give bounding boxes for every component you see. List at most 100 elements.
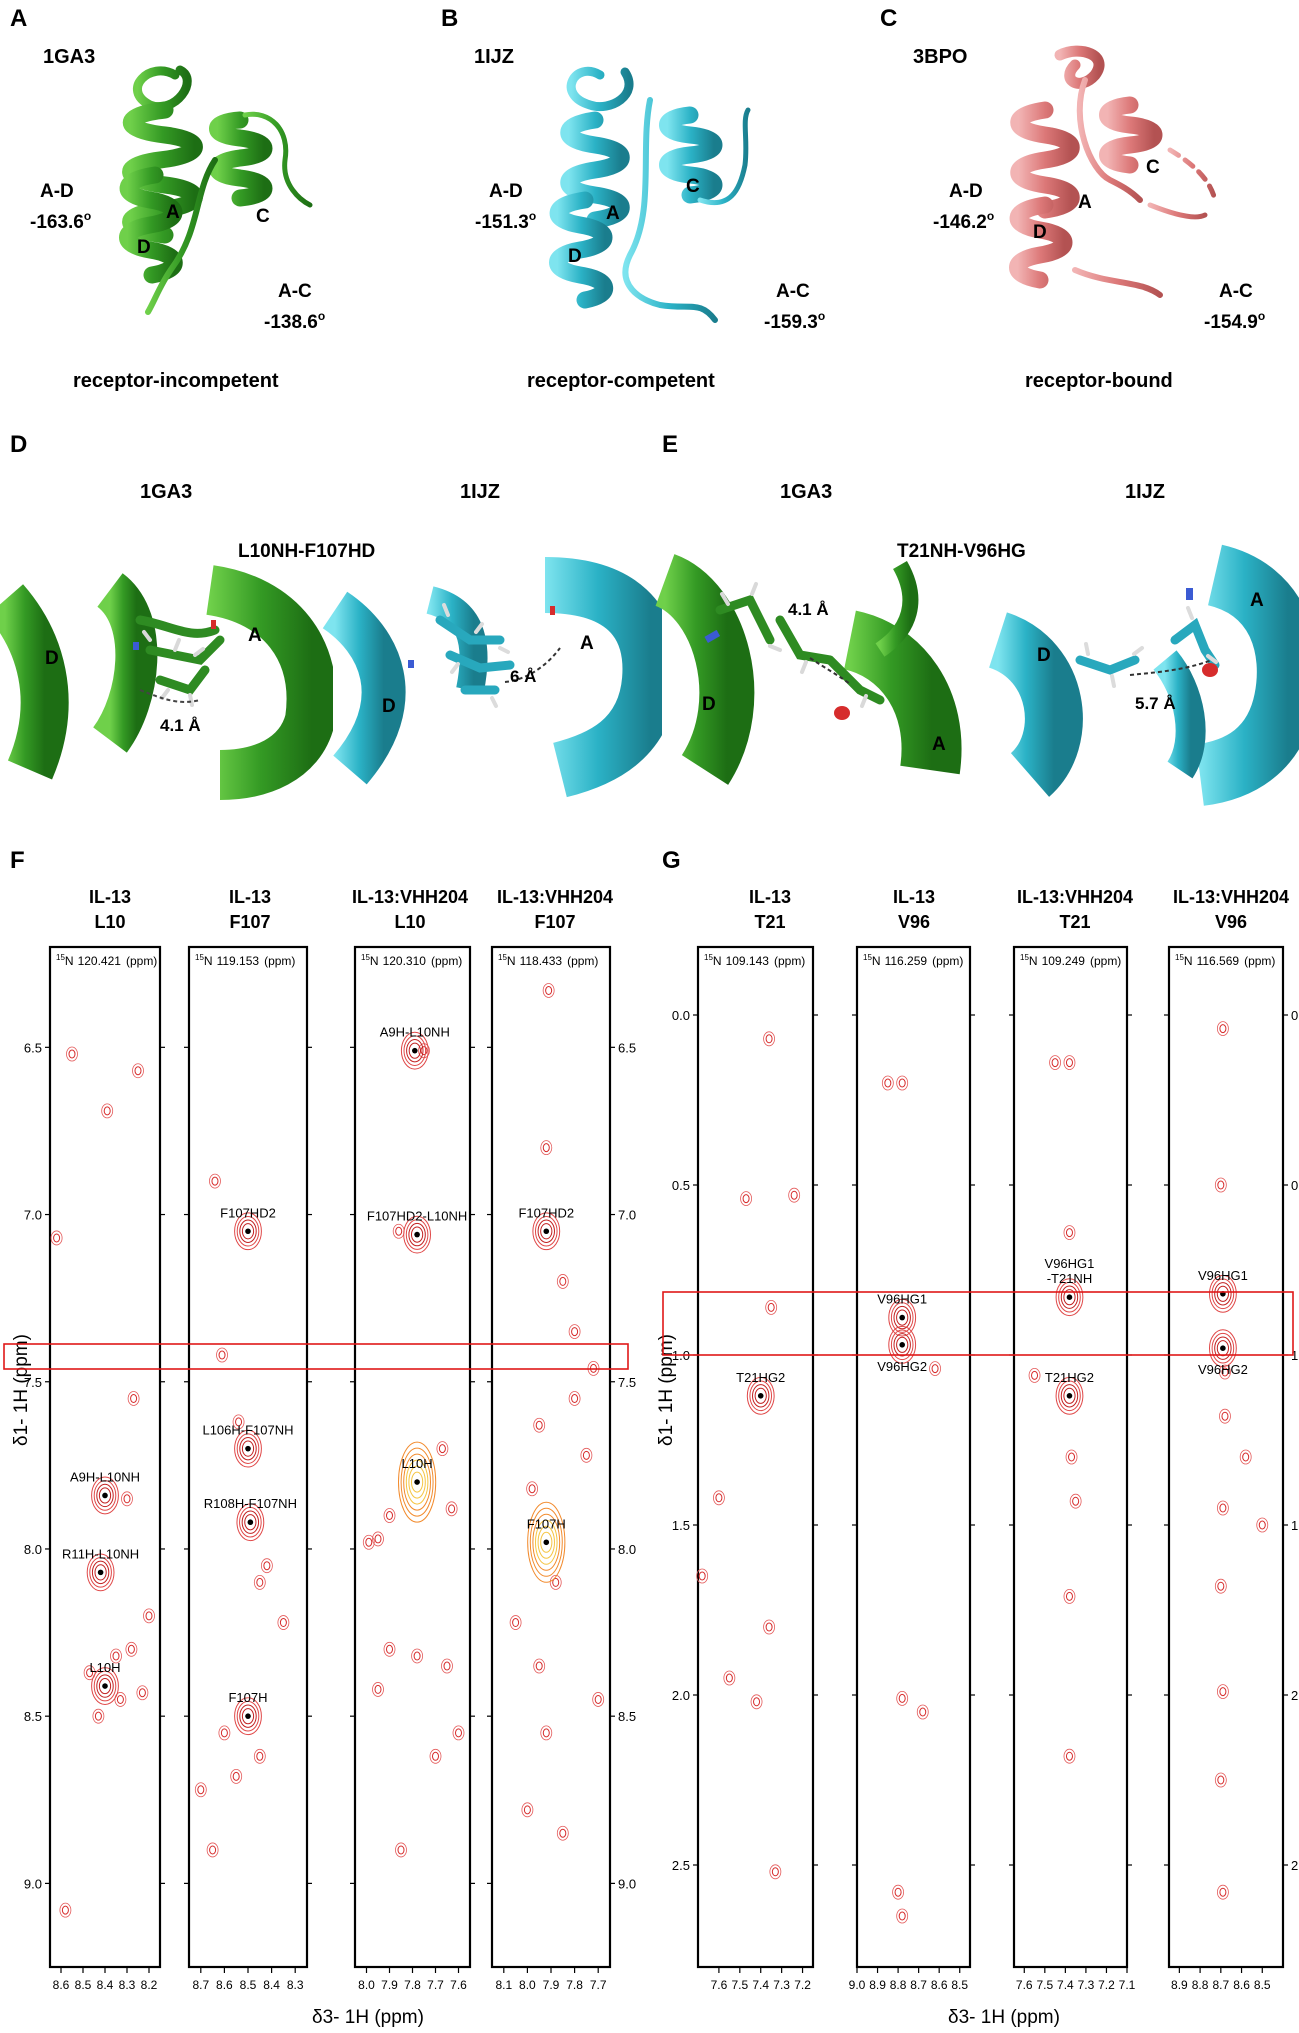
contour-peak — [1063, 1055, 1076, 1070]
contour-peak — [236, 1503, 265, 1542]
distance-label-1ijz: 6 Å — [510, 667, 536, 686]
contour-peak — [556, 1825, 569, 1841]
contour-peak — [218, 1725, 231, 1741]
closeup-image-1ijz-d — [322, 557, 679, 798]
contour-peak — [1219, 1887, 1227, 1897]
contour-peak — [540, 1140, 553, 1156]
contour-peak — [218, 1350, 226, 1360]
n15-plane-label: 15N 119.153 (ppm) — [195, 953, 295, 968]
structure-label-right: 1IJZ — [1125, 481, 1165, 503]
x-tick-label: 7.2 — [1098, 1978, 1115, 1992]
contour-peak — [1239, 1449, 1252, 1465]
x-tick-label: 7.3 — [773, 1978, 790, 1992]
x-tick-label: 8.8 — [890, 1978, 907, 1992]
protein-ribbon-1ga3 — [119, 65, 313, 315]
contour-peak — [1065, 1751, 1073, 1761]
contour-peak — [1216, 1500, 1229, 1516]
contour-peak — [445, 1501, 458, 1517]
strip-frame — [187, 945, 309, 1969]
angle-value-ad: -146.2o — [933, 209, 994, 233]
contour-peak — [234, 1212, 262, 1251]
angle-label-ad: A-D — [949, 181, 983, 202]
helix-label-a: A — [580, 633, 594, 654]
contour-peak — [96, 1674, 114, 1698]
contour-peak — [512, 1618, 520, 1628]
angle-value-ad: -163.6o — [30, 209, 91, 233]
peak-assignment-label: R108H-F107NH — [204, 1496, 297, 1511]
helix-label-d: D — [45, 648, 59, 669]
panel-label-g: G — [662, 847, 681, 874]
contour-peak — [1063, 1225, 1076, 1240]
contour-peak — [765, 1300, 778, 1315]
contour-peak — [125, 1641, 138, 1657]
x-tick-label: 7.6 — [450, 1978, 467, 1992]
contour-peak — [239, 1436, 257, 1461]
contour-peak — [413, 1651, 421, 1661]
contour-peak — [66, 1046, 78, 1062]
contour-peak — [896, 1908, 909, 1924]
peak-assignment-label: F107H — [527, 1516, 566, 1531]
x-axis-label-g: δ3- 1H (ppm) — [948, 2007, 1060, 2028]
helix-label-a: A — [932, 734, 946, 755]
contour-peak — [365, 1537, 373, 1547]
angle-value-ac: -138.6o — [264, 309, 325, 333]
distance-label-1ga3: 4.1 Å — [788, 600, 829, 619]
contour-peak — [571, 1327, 579, 1337]
x-tick-label: 8.5 — [75, 1978, 92, 1992]
x-tick-label: 7.5 — [731, 1978, 748, 1992]
y-tick-label: 8.0 — [618, 1542, 636, 1557]
n15-plane-label: 15N 120.310 (ppm) — [361, 953, 462, 968]
contour-peak — [549, 1575, 562, 1590]
strip-frame — [490, 945, 612, 1969]
x-tick-label: 8.3 — [119, 1978, 136, 1992]
helix-label-a: A — [248, 625, 262, 646]
x-tick-label: 7.4 — [752, 1978, 769, 1992]
x-tick-label: 7.6 — [711, 1978, 728, 1992]
contour-peak — [592, 1692, 605, 1707]
strip-header-sample: IL-13:VHH204 — [1017, 887, 1133, 907]
contour-peak — [241, 1708, 255, 1725]
contour-peak — [232, 1414, 245, 1430]
x-tick-label: 7.8 — [566, 1978, 583, 1992]
x-tick-label: 8.8 — [1192, 1978, 1209, 1992]
peak-assignment-label: L10H — [402, 1456, 433, 1471]
contour-peak — [253, 1748, 266, 1764]
strip-header-residue: T21 — [754, 912, 785, 932]
contour-peak — [890, 1302, 914, 1333]
contour-peak — [438, 1444, 446, 1454]
contour-peak — [919, 1707, 927, 1717]
contour-peak — [1051, 1058, 1059, 1068]
contour-peak — [888, 1325, 917, 1364]
peak-assignment-label: F107H — [228, 1690, 267, 1705]
strip-header-sample: IL-13 — [749, 887, 791, 907]
contour-peak — [542, 983, 555, 998]
strip-header-sample: IL-13 — [893, 887, 935, 907]
contour-peak — [395, 1226, 403, 1236]
contour-peak — [408, 1465, 426, 1499]
x-tick-label: 8.4 — [263, 1978, 280, 1992]
contour-peak — [896, 1336, 909, 1353]
contour-peak — [898, 1078, 906, 1088]
contour-peak — [881, 1075, 894, 1091]
contour-peak — [53, 1233, 61, 1243]
contour-peak — [696, 1568, 709, 1584]
contour-peak — [432, 1751, 439, 1761]
panel-d: D 1GA3 1IJZ L10NH-F107HD D A 4.1 Å D — [0, 431, 679, 800]
helix-label-d: D — [382, 696, 396, 717]
receptor-state-label: receptor-incompetent — [73, 370, 279, 392]
angle-label-ad: A-D — [40, 181, 74, 202]
contour-peak — [552, 1577, 560, 1587]
nmr-strip: IL-13:VHH204 T21 15N 109.249 (ppm) 7.6 7.5 7.4 7… — [1009, 887, 1136, 1992]
contour-peak — [725, 1673, 733, 1683]
y-tick-label: 2.5 — [672, 1858, 690, 1873]
contour-peak — [93, 1670, 117, 1702]
contour-peak — [742, 1194, 750, 1204]
contour-peak — [136, 1685, 149, 1701]
contour-peak — [750, 1694, 763, 1710]
contour-peak — [767, 1302, 775, 1312]
contour-peak — [1208, 1274, 1237, 1313]
contour-peak — [61, 1905, 69, 1915]
contour-peak — [568, 1324, 581, 1339]
contour-peak — [545, 985, 553, 995]
y-tick-label: 9.0 — [24, 1876, 42, 1891]
